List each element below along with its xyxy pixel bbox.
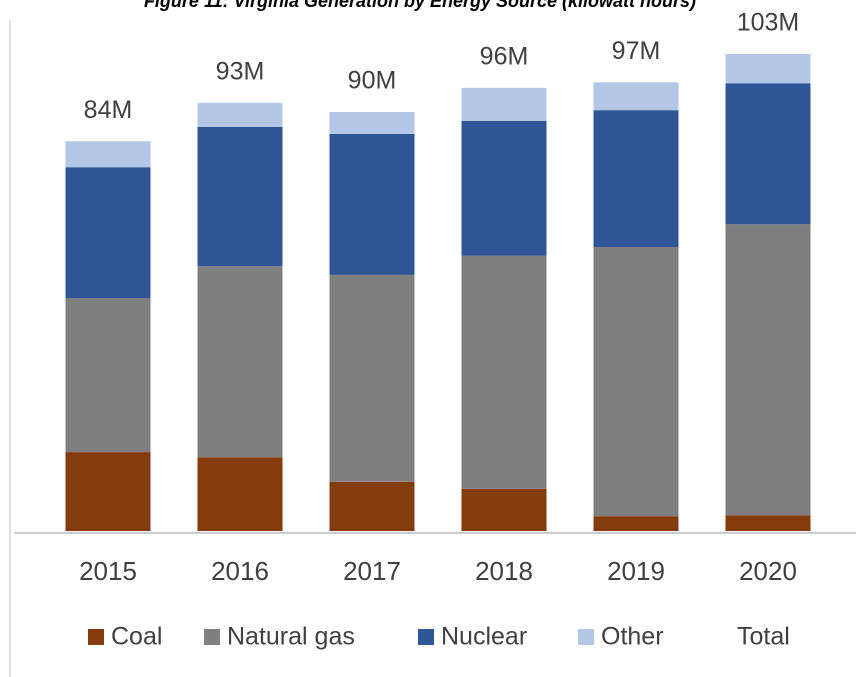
bar-segment [329,133,415,275]
legend-swatch [88,629,104,645]
legend-label: Natural gas [227,623,355,651]
bar-segment [593,247,679,517]
legend-label: Other [601,623,664,651]
legend-swatch [418,629,434,645]
bar-segment [197,266,283,458]
bar-segment [593,110,679,248]
bar-segment [65,452,151,531]
bar-segment [65,167,151,299]
total-label: 103M [737,9,800,37]
bar-segment [461,87,547,121]
legend-label: Coal [111,623,162,651]
x-tick-label: 2020 [739,556,797,586]
bar-segment [461,488,547,531]
total-label: 84M [84,96,133,124]
bar-segment [197,102,283,127]
total-label: 97M [612,37,661,65]
total-label: 93M [216,57,265,85]
total-label: 96M [480,42,529,70]
bar-segment [197,457,283,531]
bar-segment [593,82,679,111]
bar-segment [461,120,547,256]
bar-segment [725,83,811,225]
total-label: 90M [348,67,397,95]
x-tick-label: 2017 [343,556,401,586]
bar-segment [725,54,811,84]
legend-label: Nuclear [441,623,527,651]
x-tick-label: 2019 [607,556,665,586]
bar-segment [593,516,679,531]
legend-label: Total [737,623,790,651]
bar-segment [725,515,811,531]
legend-swatch [204,629,220,645]
bar-segment [329,112,415,134]
bar-segment [329,481,415,531]
x-tick-label: 2015 [79,556,137,586]
bar-segment [65,298,151,453]
bar-segment [725,224,811,516]
chart-title: Figure 11: Virginia Generation by Energy… [144,0,696,11]
bar-segment [197,126,283,267]
legend-swatch [578,629,594,645]
bar-segment [65,141,151,168]
x-tick-label: 2018 [475,556,533,586]
x-tick-label: 2016 [211,556,269,586]
bar-segment [461,255,547,489]
bar-segment [329,274,415,482]
